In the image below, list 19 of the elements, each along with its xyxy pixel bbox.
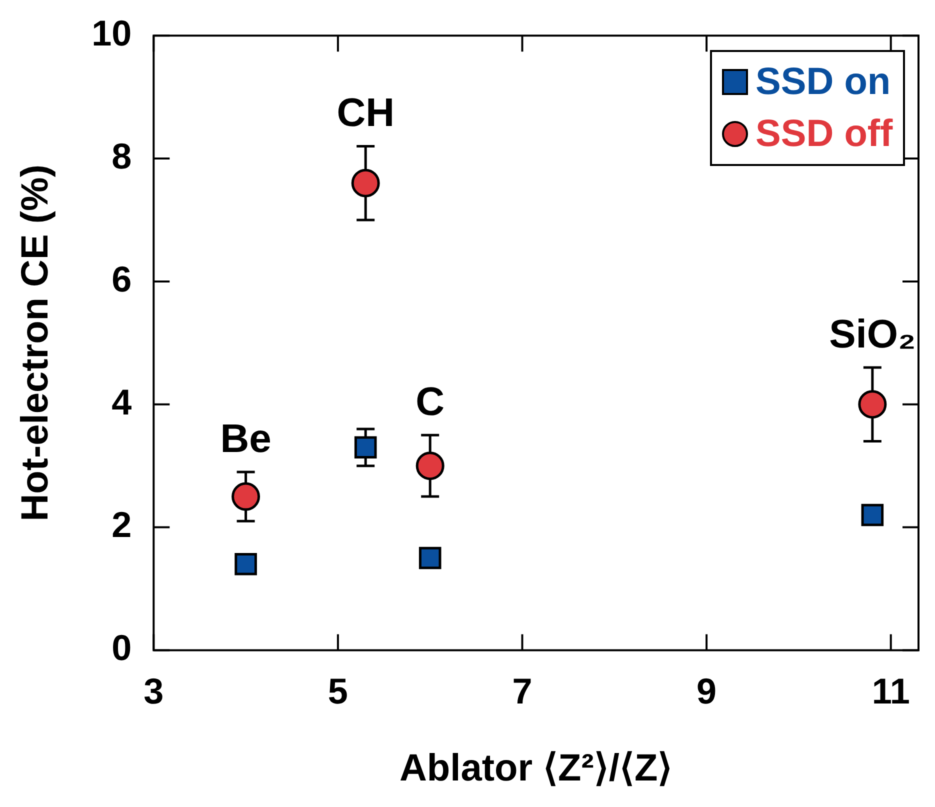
y-tick-label: 0 [112,627,132,668]
legend-label: SSD on [756,60,891,105]
y-tick-label: 2 [112,504,132,546]
x-tick-label: 3 [144,670,164,712]
legend-label: SSD off [756,112,893,157]
x-tick-label: 5 [328,670,348,712]
annotation: C [416,380,445,424]
y-axis-title: Hot-electron CE (%) [14,164,56,522]
x-tick-label: 11 [872,670,910,712]
annotation: SiO₂ [829,312,916,356]
y-tick-label: 10 [92,12,132,54]
x-axis-title: Ablator ⟨Z²⟩/⟨Z⟩ [399,748,673,790]
x-tick-label: 9 [696,670,717,712]
y-tick-label: 8 [112,135,132,176]
annotation: CH [336,91,394,136]
y-tick-label: 6 [112,258,132,300]
y-tick-label: 4 [112,381,132,422]
annotation: Be [220,416,272,461]
x-tick-label: 7 [512,670,532,712]
